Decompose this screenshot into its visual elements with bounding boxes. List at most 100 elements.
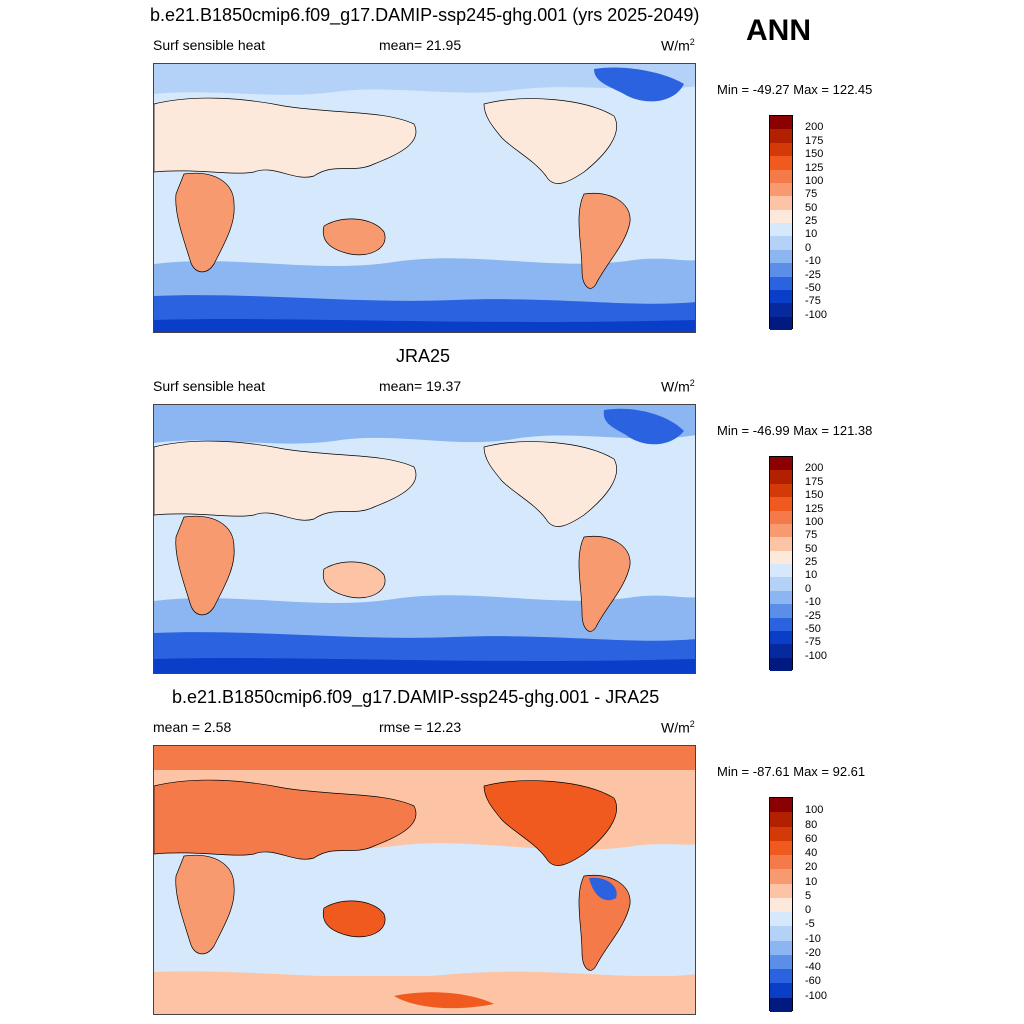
colorbar-level-label: -10	[805, 932, 821, 945]
panel-1-units: W/m2	[661, 37, 695, 54]
colorbar-swatch	[770, 142, 792, 157]
colorbar-swatch	[770, 869, 792, 884]
colorbar-swatch	[770, 182, 792, 197]
colorbar-swatch	[770, 169, 792, 183]
colorbar-level-label: 80	[805, 818, 818, 831]
panel-2-variable: Surf sensible heat	[153, 378, 266, 394]
colorbar-level-label: -40	[805, 961, 821, 974]
colorbar-swatch	[770, 457, 792, 471]
colorbar-level-label: -60	[805, 975, 821, 988]
colorbar-level-label: 75	[805, 188, 818, 201]
colorbar-swatch	[770, 276, 792, 290]
colorbar-swatch	[770, 617, 792, 631]
colorbar-swatch	[770, 550, 792, 564]
colorbar-level-label: 200	[805, 121, 824, 134]
colorbar-level-label: 100	[805, 174, 824, 187]
colorbar-swatch	[770, 840, 792, 856]
panel-3-title: b.e21.B1850cmip6.f09_g17.DAMIP-ssp245-gh…	[172, 687, 660, 707]
panel-2-units: W/m2	[661, 378, 695, 395]
colorbar-level-label: 50	[805, 201, 818, 214]
colorbar-level-label: -25	[805, 609, 821, 622]
colorbar-level-label: -10	[805, 255, 821, 268]
colorbar-swatch	[770, 564, 792, 578]
panel-2-map	[153, 404, 696, 674]
colorbar-swatch	[770, 196, 792, 210]
panel-1-map-svg	[154, 64, 695, 332]
colorbar-swatch	[770, 883, 792, 898]
colorbar-swatch	[770, 954, 792, 970]
colorbar-swatch	[770, 223, 792, 237]
panel-3-colorbar	[769, 797, 793, 1012]
colorbar-swatch	[770, 483, 792, 498]
colorbar-swatch	[770, 263, 792, 277]
colorbar-swatch	[770, 470, 792, 484]
colorbar-swatch	[770, 209, 792, 223]
panel-1-mean: mean= 21.95	[379, 37, 462, 53]
colorbar-level-label: 150	[805, 148, 824, 161]
colorbar-level-label: 10	[805, 875, 818, 888]
colorbar-swatch	[770, 289, 792, 304]
colorbar-swatch	[770, 644, 792, 658]
panel-3-rmse: rmse = 12.23	[379, 719, 462, 735]
colorbar-swatch	[770, 812, 792, 827]
panel-2-mean: mean= 19.37	[379, 378, 462, 394]
season-label: ANN	[746, 14, 811, 47]
colorbar-level-label: 125	[805, 502, 824, 515]
colorbar-swatch	[770, 940, 792, 955]
colorbar-level-label: -20	[805, 946, 821, 959]
colorbar-swatch	[770, 316, 792, 330]
colorbar-level-label: 175	[805, 475, 824, 488]
panel-1-range: Min = -49.27 Max = 122.45	[717, 82, 873, 97]
colorbar-swatch	[770, 604, 792, 618]
colorbar-level-label: 40	[805, 847, 818, 860]
colorbar-swatch	[770, 249, 792, 264]
colorbar-swatch	[770, 577, 792, 591]
colorbar-level-label: -75	[805, 636, 821, 649]
panel-3-range: Min = -87.61 Max = 92.61	[717, 764, 866, 779]
colorbar-swatch	[770, 537, 792, 551]
colorbar-level-label: -25	[805, 268, 821, 281]
colorbar-swatch	[770, 523, 792, 538]
colorbar-level-label: 60	[805, 832, 818, 845]
colorbar-level-label: 0	[805, 904, 812, 917]
colorbar-level-label: 10	[805, 569, 818, 582]
colorbar-level-label: -50	[805, 281, 821, 294]
panel-3-units: W/m2	[661, 719, 695, 736]
panel-2-colorbar	[769, 456, 793, 671]
colorbar-swatch	[770, 590, 792, 605]
panel-1-colorbar	[769, 115, 793, 330]
colorbar-level-label: -50	[805, 622, 821, 635]
colorbar-swatch	[770, 798, 792, 813]
colorbar-level-label: 175	[805, 134, 824, 147]
panel-2-title: JRA25	[396, 346, 451, 366]
colorbar-swatch	[770, 303, 792, 317]
colorbar-swatch	[770, 969, 792, 984]
colorbar-level-label: 5	[805, 889, 812, 902]
colorbar-level-label: -100	[805, 989, 828, 1002]
colorbar-level-label: 100	[805, 804, 824, 817]
colorbar-swatch	[770, 897, 792, 913]
colorbar-swatch	[770, 926, 792, 941]
colorbar-level-label: 25	[805, 556, 818, 568]
colorbar-level-label: 100	[805, 515, 824, 528]
colorbar-swatch	[770, 156, 792, 170]
colorbar-level-label: 0	[805, 241, 812, 254]
panel-2-range: Min = -46.99 Max = 121.38	[717, 423, 873, 438]
panel-1-map	[153, 63, 696, 333]
colorbar-level-label: 0	[805, 582, 812, 595]
panel-2-map-svg	[154, 405, 695, 673]
colorbar-swatch	[770, 826, 792, 841]
colorbar-swatch	[770, 997, 792, 1012]
colorbar-level-label: 150	[805, 489, 824, 502]
colorbar-level-label: -100	[805, 649, 828, 662]
colorbar-swatch	[770, 855, 792, 870]
colorbar-level-label: 20	[805, 861, 818, 874]
panel-1-title: b.e21.B1850cmip6.f09_g17.DAMIP-ssp245-gh…	[150, 5, 700, 25]
colorbar-level-label: 200	[805, 462, 824, 475]
colorbar-swatch	[770, 630, 792, 645]
colorbar-swatch	[770, 116, 792, 130]
colorbar-level-label: 25	[805, 215, 818, 227]
colorbar-swatch	[770, 510, 792, 524]
colorbar-level-label: -100	[805, 308, 828, 321]
colorbar-swatch	[770, 983, 792, 998]
